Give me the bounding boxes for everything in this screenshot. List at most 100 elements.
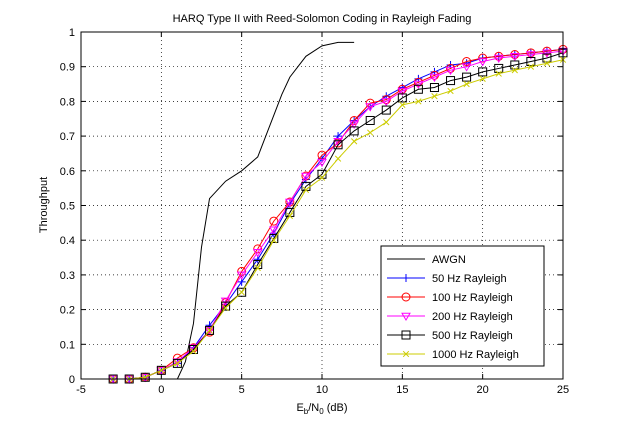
square-marker bbox=[478, 67, 488, 77]
triangle-marker bbox=[401, 312, 411, 321]
legend-label: 200 Hz Rayleigh bbox=[432, 311, 513, 323]
triangle-marker bbox=[220, 297, 231, 306]
y-tick-label: 0 bbox=[69, 374, 75, 386]
square-marker bbox=[188, 345, 198, 355]
x-marker bbox=[431, 93, 438, 100]
legend-label: 1000 Hz Rayleigh bbox=[432, 349, 519, 361]
square-marker bbox=[542, 53, 552, 63]
x-axis-title: Eb/N0 (dB) bbox=[296, 402, 347, 416]
triangle-marker bbox=[301, 172, 311, 181]
y-tick-label: 0.9 bbox=[60, 62, 75, 74]
x-marker bbox=[402, 350, 410, 358]
square-marker bbox=[381, 105, 391, 115]
legend-box bbox=[380, 245, 545, 367]
triangle-marker bbox=[429, 73, 440, 83]
x-marker bbox=[399, 101, 406, 109]
x-marker bbox=[511, 67, 518, 74]
triangle-marker bbox=[477, 58, 488, 67]
series-line-100-hz-rayleigh bbox=[113, 48, 564, 380]
plus-marker bbox=[402, 274, 410, 282]
triangle-marker bbox=[445, 66, 456, 76]
x-marker bbox=[318, 174, 326, 181]
square-marker bbox=[205, 325, 215, 335]
x-marker bbox=[174, 360, 181, 367]
triangle-marker bbox=[542, 49, 552, 58]
legend-label: 50 Hz Rayleigh bbox=[432, 273, 507, 285]
triangle-marker bbox=[252, 249, 263, 258]
series-1000-hz-rayleigh bbox=[109, 56, 567, 383]
square-marker bbox=[221, 301, 231, 311]
y-tick-label: 0.8 bbox=[60, 96, 75, 108]
x-marker bbox=[190, 348, 197, 355]
x-marker bbox=[350, 138, 358, 145]
circle-marker bbox=[462, 56, 472, 66]
square-marker bbox=[365, 115, 375, 125]
legend-label: 100 Hz Rayleigh bbox=[432, 292, 513, 304]
x-marker bbox=[270, 237, 277, 244]
legend: AWGN 50 Hz Rayleigh 100 Hz Rayleigh 200 Hz … bbox=[380, 245, 545, 367]
series-500-hz-rayleigh bbox=[108, 48, 568, 384]
x-marker bbox=[415, 98, 422, 105]
x-tick-label: 15 bbox=[396, 384, 408, 396]
series-layer bbox=[108, 41, 568, 384]
triangle-marker bbox=[204, 327, 215, 336]
triangle-marker bbox=[509, 52, 520, 62]
x-marker bbox=[527, 63, 535, 70]
x-axis-title-mid: /N bbox=[308, 402, 319, 414]
triangle-marker bbox=[525, 51, 536, 60]
x-marker bbox=[286, 212, 294, 220]
x-axis-title-sub2: 0 bbox=[319, 407, 324, 416]
square-marker bbox=[429, 83, 439, 93]
triangle-marker bbox=[317, 158, 327, 168]
x-marker bbox=[383, 119, 390, 126]
triangle-marker bbox=[381, 98, 392, 107]
triangle-marker bbox=[284, 198, 295, 208]
x-tick-label: 25 bbox=[557, 384, 569, 396]
y-tick-label: 0.5 bbox=[60, 201, 75, 213]
circle-marker bbox=[526, 48, 536, 58]
x-marker bbox=[463, 80, 470, 88]
y-tick-label: 0.7 bbox=[60, 131, 75, 143]
y-tick-label: 0.1 bbox=[60, 339, 75, 351]
series-line-awgn bbox=[176, 41, 355, 380]
x-marker bbox=[334, 155, 342, 162]
x-marker bbox=[254, 264, 261, 272]
x-marker bbox=[238, 289, 245, 296]
x-marker bbox=[158, 367, 165, 374]
circle-marker bbox=[401, 292, 411, 302]
ticks: -5 0 5 10 15 20 2500.10.20.30.40.50.60.70.80.9… bbox=[60, 27, 569, 396]
triangle-marker bbox=[365, 103, 376, 112]
y-tick-label: 0.6 bbox=[60, 166, 75, 178]
legend-label: AWGN bbox=[432, 254, 466, 266]
square-marker bbox=[510, 60, 520, 70]
square-marker bbox=[349, 126, 359, 136]
triangle-marker bbox=[124, 375, 135, 384]
x-marker bbox=[479, 75, 486, 82]
y-tick-label: 1 bbox=[69, 27, 75, 39]
x-marker bbox=[222, 304, 229, 312]
x-marker bbox=[302, 186, 310, 194]
square-marker bbox=[462, 72, 472, 82]
triangle-marker bbox=[493, 54, 504, 64]
y-tick-label: 0.4 bbox=[60, 235, 75, 247]
square-marker bbox=[333, 140, 343, 150]
triangle-marker bbox=[236, 271, 247, 280]
triangle-marker bbox=[268, 226, 279, 235]
circle-marker bbox=[494, 51, 504, 61]
x-axis-title-sub1: b bbox=[304, 407, 309, 416]
y-axis-title: Throughput bbox=[38, 177, 50, 233]
x-axis-title-main: E bbox=[296, 402, 303, 414]
x-tick-label: 20 bbox=[477, 384, 489, 396]
triangle-marker bbox=[461, 63, 472, 72]
square-marker bbox=[237, 287, 247, 297]
triangle-marker bbox=[397, 87, 408, 96]
series-line-500-hz-rayleigh bbox=[113, 52, 564, 380]
grid bbox=[81, 32, 563, 379]
x-marker bbox=[543, 60, 551, 67]
x-tick-label: -5 bbox=[76, 384, 86, 396]
series-awgn bbox=[176, 41, 355, 380]
circle-marker bbox=[510, 50, 520, 60]
square-marker bbox=[172, 358, 182, 368]
x-tick-label: 0 bbox=[158, 384, 164, 396]
